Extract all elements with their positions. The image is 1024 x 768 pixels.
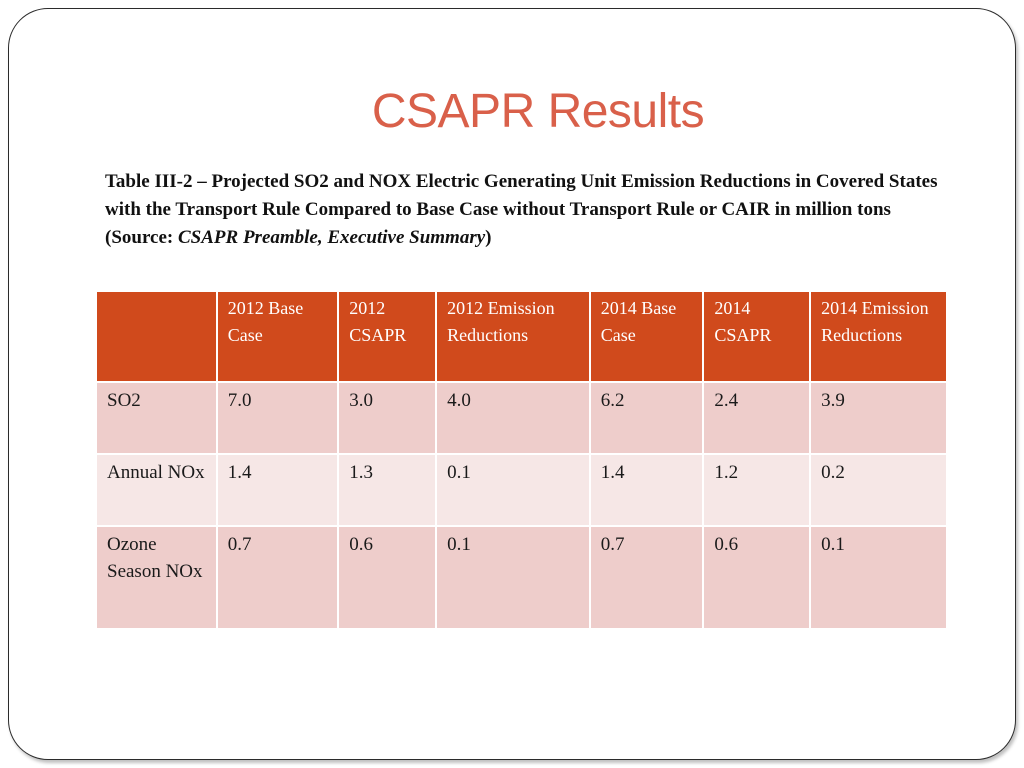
table-cell: 3.0 xyxy=(337,381,438,455)
table-cell: 0.1 xyxy=(809,525,948,630)
row-label: Ozone Season NOx xyxy=(95,525,218,630)
table-cell: 0.6 xyxy=(337,525,438,630)
table-row: Ozone Season NOx 0.7 0.6 0.1 0.7 0.6 0.1 xyxy=(95,525,948,630)
table-caption: Table III-2 – Projected SO2 and NOX Elec… xyxy=(105,168,955,252)
table-cell: 0.6 xyxy=(702,525,812,630)
table-cell: 0.2 xyxy=(809,453,948,527)
table-cell: 6.2 xyxy=(588,381,705,455)
header-cell-2014-csapr: 2014 CSAPR xyxy=(702,290,812,383)
table-cell: 1.4 xyxy=(215,453,340,527)
table-cell: 0.1 xyxy=(435,453,591,527)
table-row: SO2 7.0 3.0 4.0 6.2 2.4 3.9 xyxy=(95,381,948,455)
caption-close: ) xyxy=(485,227,492,248)
caption-source-title: CSAPR Preamble, Executive Summary xyxy=(178,227,486,248)
table-cell: 0.7 xyxy=(215,525,340,630)
header-cell-2012-csapr: 2012 CSAPR xyxy=(337,290,438,383)
table-cell: 0.1 xyxy=(435,525,591,630)
table-row: Annual NOx 1.4 1.3 0.1 1.4 1.2 0.2 xyxy=(95,453,948,527)
header-cell-2014-base-case: 2014 Base Case xyxy=(588,290,705,383)
table-cell: 0.7 xyxy=(588,525,705,630)
table-header-row: 2012 Base Case 2012 CSAPR 2012 Emission … xyxy=(95,290,948,383)
table-cell: 1.2 xyxy=(702,453,812,527)
header-cell-2012-base-case: 2012 Base Case xyxy=(215,290,340,383)
table-cell: 4.0 xyxy=(435,381,591,455)
caption-text: Table III-2 – Projected SO2 and NOX Elec… xyxy=(105,171,938,248)
row-label: Annual NOx xyxy=(95,453,218,527)
header-cell-2012-emission-reductions: 2012 Emission Reductions xyxy=(435,290,591,383)
header-cell-empty xyxy=(95,290,218,383)
slide-title: CSAPR Results xyxy=(371,85,705,138)
table-cell: 2.4 xyxy=(702,381,812,455)
emissions-table: 2012 Base Case 2012 CSAPR 2012 Emission … xyxy=(95,290,948,630)
table-cell: 1.3 xyxy=(337,453,438,527)
row-label: SO2 xyxy=(95,381,218,455)
table-cell: 7.0 xyxy=(215,381,340,455)
table-cell: 3.9 xyxy=(809,381,948,455)
header-cell-2014-emission-reductions: 2014 Emission Reductions xyxy=(809,290,948,383)
table-cell: 1.4 xyxy=(588,453,705,527)
